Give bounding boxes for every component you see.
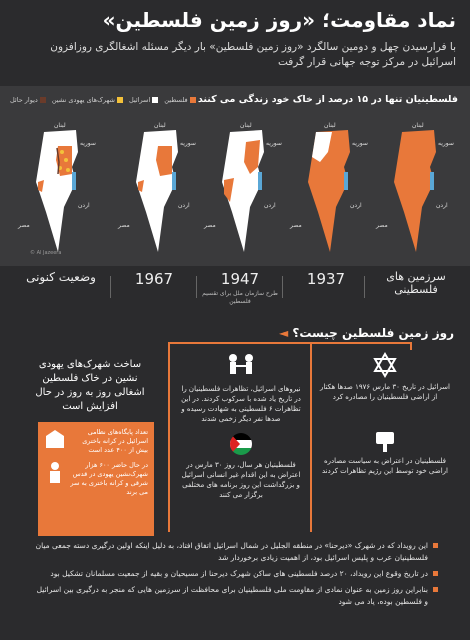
bullet-list: این رویداد که در شهرک «دیرحنا» در منطقه … [32,540,438,612]
map-legend: فلسطین اسرائیل شهرک‌های یهودی نشین دیوار… [10,96,196,104]
maps-row: لبنان سوریه اردن مصر لبنان سوریه اردن مص… [0,112,470,262]
maps-heading: فلسطینیان تنها در ۱۵ درصد از خاک خود زند… [197,94,458,105]
soldiers-icon [180,352,302,380]
column-right-text: اسرائیل در تاریخ ۳۰ مارس ۱۹۷۶ صدها هکتار… [319,383,450,401]
map-1937: لبنان سوریه اردن مصر [286,112,374,262]
flow-line [310,342,312,532]
map-1947: لبنان سوریه اردن مصر [200,112,288,262]
list-item: این رویداد که در شهرک «دیرحنا» در منطقه … [32,540,438,564]
list-item: بنابراین روز زمین به عنوان نمادی از مقاو… [32,584,438,608]
settler-icon [44,461,66,486]
legend-item-settlements: شهرک‌های یهودی نشین [52,96,123,104]
section-heading: روز زمین فلسطین چیست؟ ◄ [278,326,454,340]
settlements-title: ساخت شهرک‌های یهودی نشین در خاک فلسطین ا… [35,359,145,412]
legend-item-palestine: فلسطین [164,96,196,104]
legend-item-israel: اسرائیل [129,96,159,104]
timeline-item: 1967 [134,270,174,288]
map-1967: لبنان سوریه اردن مصر [114,112,202,262]
column-middle-text: نیروهای اسرائیل، تظاهرات فلسطینیان را در… [181,385,301,423]
legend-item-wall: دیوار حائل [10,96,46,104]
box-text-1: تعداد پایگاه‌های نظامی اسرائیل در کرانه … [82,428,148,454]
map-current: لبنان سوریه اردن مصر [14,112,102,262]
protest-fist-icon [320,428,450,452]
page-title: نماد مقاومت؛ «روز زمین فلسطین» [102,8,456,32]
map-historical: لبنان سوریه اردن مصر [372,112,460,262]
timeline: سرزمین های فلسطینی 1937 1947 طرح سازمان … [0,270,470,322]
box-text-2: در حال حاضر ۶۰۰ هزار شهرک‌نشین یهودی در … [70,461,148,496]
list-item: در تاریخ وقوع این رویداد، ۲۰ درصد فلسطین… [32,568,438,580]
column-right-text-2: فلسطینیان در اعتراض به سیاست مصادره اراض… [322,457,448,475]
column-middle-text-2: فلسطینیان هر سال، روز ۳۰ مارس در اعتراض … [181,461,301,499]
star-of-david-icon [320,352,450,378]
flow-line-top [168,342,410,344]
palestine-flag-icon [180,432,302,456]
flow-line [168,342,170,532]
map-credit: © Al Jazeera [30,250,62,256]
timeline-item: 1937 [306,270,346,288]
timeline-item: 1947 طرح سازمان ملل برای تقسیم فلسطین [202,270,278,305]
flow-line [410,342,412,350]
column-middle: نیروهای اسرائیل، تظاهرات فلسطینیان را در… [180,352,302,500]
page-subtitle: با فرارسیدن چهل و دومین سالگرد «روز زمین… [50,41,456,68]
column-right: اسرائیل در تاریخ ۳۰ مارس ۱۹۷۶ صدها هکتار… [320,352,450,476]
military-base-icon [44,428,66,453]
settlements-box: تعداد پایگاه‌های نظامی اسرائیل در کرانه … [38,422,154,536]
timeline-item: سرزمین های فلسطینی [386,270,446,296]
timeline-item: وضعیت کنونی [26,270,96,284]
